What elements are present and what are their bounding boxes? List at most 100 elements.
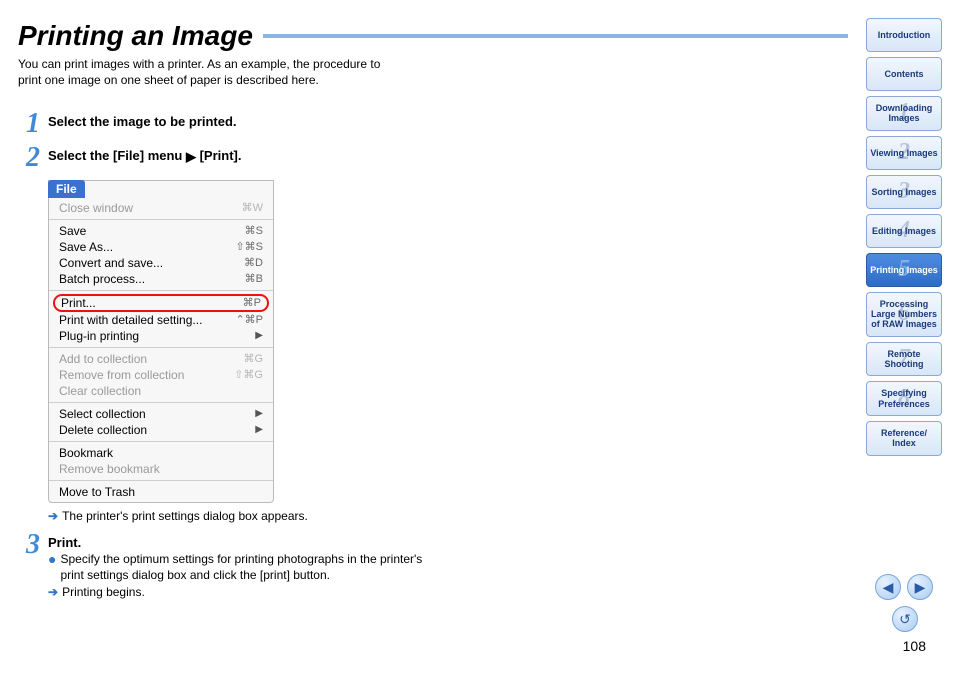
chevron-right-icon: ▶ [255,424,263,435]
step-3-result: Printing begins. [62,585,145,601]
step-number-2: 2 [18,146,40,170]
nav-label: Viewing Images [870,148,937,158]
menu-separator [49,480,273,481]
menu-item-close-window[interactable]: Close window ⌘W [49,200,273,216]
menu-item-save[interactable]: Save ⌘S [49,223,273,239]
nav-printing-images[interactable]: 5Printing Images [866,253,942,287]
nav-label: Printing Images [870,265,938,275]
chevron-right-icon: ▶ [255,408,263,419]
nav-label: Introduction [878,30,931,40]
menu-item-save-as[interactable]: Save As... ⇧⌘S [49,239,273,255]
step-2-title-post: [Print]. [196,148,242,163]
menu-shortcut: ⌘B [245,272,263,285]
menu-item-remove-collection[interactable]: Remove from collection ⇧⌘G [49,367,273,383]
menu-label: Plug-in printing [59,329,139,343]
menu-item-remove-bookmark[interactable]: Remove bookmark [49,461,273,477]
menu-separator [49,402,273,403]
triangle-left-icon: ◀ [883,579,894,596]
triangle-right-icon: ▶ [915,579,926,596]
file-menu: File Close window ⌘W Save ⌘S Save As... ⇧⌘S… [48,180,274,503]
nav-specifying-preferences[interactable]: 8Specifying Preferences [866,381,942,416]
menu-separator [49,219,273,220]
nav-processing-raw[interactable]: 6Processing Large Numbers of RAW Images [866,292,942,337]
nav-label: Downloading Images [869,103,939,124]
bullet-icon: ● [48,552,56,583]
nav-editing-images[interactable]: 4Editing Images [866,214,942,248]
nav-remote-shooting[interactable]: 7Remote Shooting [866,342,942,377]
page-number: 108 [903,638,926,654]
menu-separator [49,347,273,348]
menu-shortcut: ⇧⌘G [234,368,263,381]
menu-label: Batch process... [59,272,145,286]
menu-shortcut: ⌘W [242,201,263,214]
next-page-button[interactable]: ▶ [907,574,933,600]
menu-label: Convert and save... [59,256,163,270]
menu-label: Save [59,224,86,238]
file-menu-header: File [48,180,85,198]
menu-label: Move to Trash [59,485,135,499]
nav-label: Remote Shooting [869,349,939,370]
nav-reference-index[interactable]: Reference/ Index [866,421,942,456]
nav-introduction[interactable]: Introduction [866,18,942,52]
menu-shortcut: ⌘D [244,256,263,269]
menu-label: Select collection [59,407,146,421]
menu-item-plugin-printing[interactable]: Plug-in printing ▶ [49,328,273,344]
menu-item-bookmark[interactable]: Bookmark [49,445,273,461]
menu-item-convert-save[interactable]: Convert and save... ⌘D [49,255,273,271]
menu-label: Remove bookmark [59,462,160,476]
chevron-right-icon: ▶ [255,330,263,341]
step-2-result: The printer's print settings dialog box … [62,509,308,523]
menu-shortcut: ⌘P [243,296,261,309]
step-2-title-pre: Select the [File] menu [48,148,186,163]
undo-icon: ↺ [899,611,911,628]
menu-label: Remove from collection [59,368,184,382]
arrow-right-icon: ➔ [48,585,58,601]
nav-sorting-images[interactable]: 3Sorting Images [866,175,942,209]
nav-label: Reference/ Index [869,428,939,449]
menu-shortcut: ⌘S [245,224,263,237]
menu-label: Print... [61,296,96,310]
nav-label: Sorting Images [871,187,936,197]
intro-text: You can print images with a printer. As … [18,56,398,88]
step-2-title: Select the [File] menu ▶ [Print]. [48,148,848,165]
title-rule [263,34,848,38]
menu-separator [49,441,273,442]
menu-label: Save As... [59,240,113,254]
menu-item-add-collection[interactable]: Add to collection ⌘G [49,351,273,367]
menu-item-move-to-trash[interactable]: Move to Trash [49,484,273,500]
menu-label: Print with detailed setting... [59,313,202,327]
page-title: Printing an Image [18,20,253,52]
menu-item-print[interactable]: Print... ⌘P [53,294,269,312]
prev-page-button[interactable]: ◀ [875,574,901,600]
nav-label: Editing Images [872,226,936,236]
nav-contents[interactable]: Contents [866,57,942,91]
menu-item-print-detailed[interactable]: Print with detailed setting... ⌃⌘P [49,312,273,328]
nav-viewing-images[interactable]: 2Viewing Images [866,136,942,170]
menu-item-delete-collection[interactable]: Delete collection ▶ [49,422,273,438]
menu-shortcut: ⌘G [243,352,263,365]
menu-separator [49,290,273,291]
step-number-3: 3 [18,533,40,557]
nav-label: Specifying Preferences [869,388,939,409]
triangle-right-icon: ▶ [186,149,196,165]
arrow-right-icon: ➔ [48,509,58,523]
menu-item-batch-process[interactable]: Batch process... ⌘B [49,271,273,287]
step-3-bullet: Specify the optimum settings for printin… [60,552,428,583]
menu-label: Bookmark [59,446,113,460]
nav-label: Processing Large Numbers of RAW Images [869,299,939,330]
menu-item-clear-collection[interactable]: Clear collection [49,383,273,399]
menu-label: Add to collection [59,352,147,366]
menu-label: Close window [59,201,133,215]
menu-label: Clear collection [59,384,141,398]
nav-label: Contents [885,69,924,79]
sidebar-nav: Introduction Contents 1Downloading Image… [866,18,942,456]
menu-label: Delete collection [59,423,147,437]
step-number-1: 1 [18,112,40,136]
back-button[interactable]: ↺ [892,606,918,632]
step-3-title: Print. [48,535,848,550]
menu-shortcut: ⇧⌘S [235,240,263,253]
menu-shortcut: ⌃⌘P [235,313,263,326]
nav-downloading-images[interactable]: 1Downloading Images [866,96,942,131]
step-1-title: Select the image to be printed. [48,114,848,129]
menu-item-select-collection[interactable]: Select collection ▶ [49,406,273,422]
